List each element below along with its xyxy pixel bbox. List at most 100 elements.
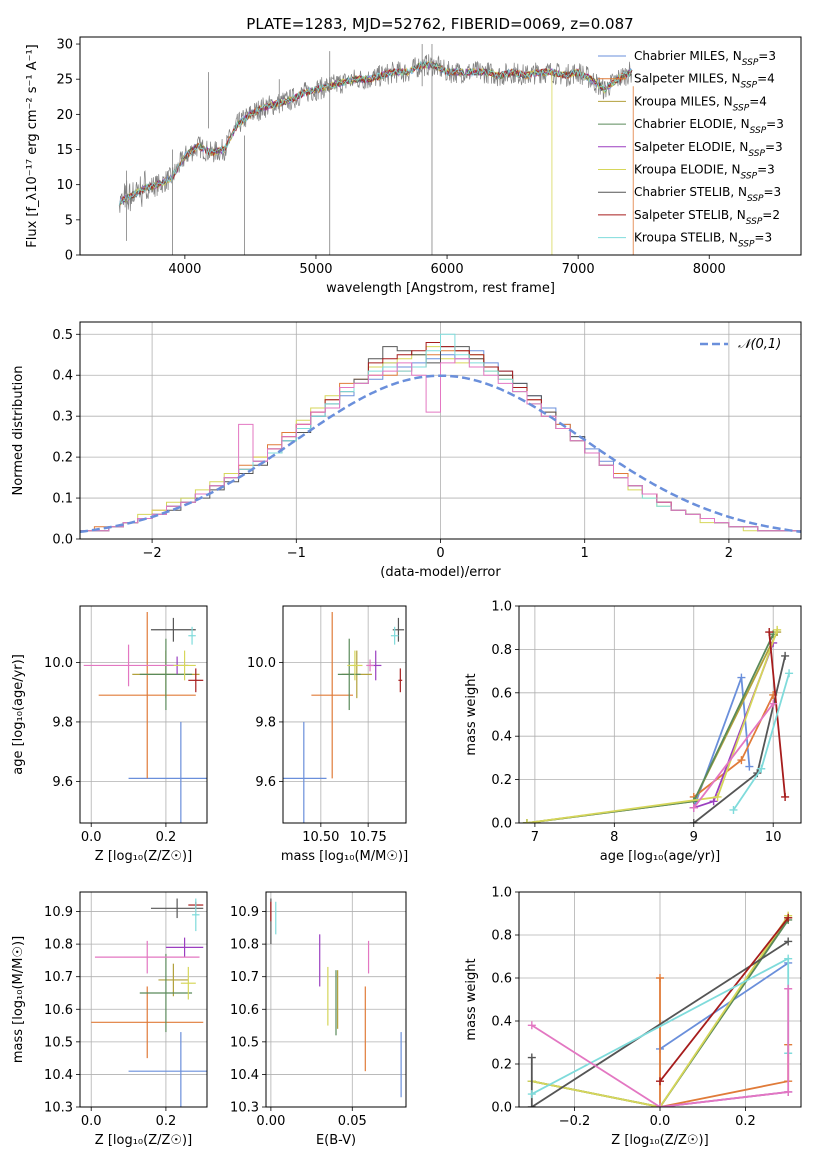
- y-tick-label: 0.5: [52, 328, 73, 343]
- y-tick-label: 0.0: [52, 533, 73, 548]
- plus-marker: [784, 984, 793, 993]
- y-tick-label: 0.6: [491, 972, 512, 987]
- y-tick-label: 9.8: [52, 715, 73, 730]
- y-tick-label: 10.9: [230, 905, 259, 920]
- plus-marker: [527, 1021, 536, 1030]
- plus-marker: [656, 974, 664, 982]
- plus-marker: [737, 756, 746, 765]
- plus-marker: [689, 819, 698, 823]
- y-tick-label: 10.4: [44, 1068, 73, 1083]
- y-tick-label: 0.1: [52, 492, 73, 507]
- plus-marker: [785, 669, 794, 678]
- y-tick-label: 10.4: [230, 1068, 259, 1083]
- x-axis-label: Z [log₁₀(Z/Z☉)]: [611, 1133, 708, 1148]
- x-tick-label: −2: [143, 546, 162, 561]
- y-tick-label: 10.6: [44, 1003, 73, 1018]
- y-axis-label: mass [log₁₀(M/M☉)]: [11, 936, 26, 1063]
- y-tick-label: 0.2: [491, 773, 512, 788]
- axes-frame: [79, 891, 208, 1108]
- plus-marker: [781, 792, 790, 801]
- y-tick-label: 0.4: [52, 369, 73, 384]
- y-axis-label: Normed distribution: [11, 366, 26, 496]
- plot-area: [270, 898, 402, 1098]
- plus-marker: [713, 792, 722, 801]
- plus-marker: [784, 937, 793, 946]
- y-tick-label: 0.2: [491, 1058, 512, 1073]
- plus-marker: [527, 1103, 536, 1107]
- x-tick-label: 0.2: [156, 830, 177, 845]
- y-tick-label: 10.7: [44, 970, 73, 985]
- x-tick-label: −0.2: [559, 1114, 591, 1129]
- y-tick-label: 10.7: [230, 970, 259, 985]
- x-tick-label: −1: [287, 546, 306, 561]
- y-tick-label: 0.4: [491, 1015, 512, 1030]
- panel-residual-histogram: −2 −1 0 1 2 0.0 0.1 0.2 0.3 0.4 0.5 (data-model)/er…: [11, 321, 802, 580]
- mass-weight-line: [693, 703, 774, 809]
- panel-mass-weight-vs-Z: −0.2 0.0 0.2 0.0 0.2 0.4 0.6 0.8 1.0 Z [log₁₀(Z/Z…: [464, 886, 802, 1148]
- plus-marker: [765, 628, 774, 637]
- normal-curve: [80, 374, 801, 534]
- spectrum-model-line: [118, 60, 632, 206]
- y-tick-label: 10.8: [230, 938, 259, 953]
- x-tick-label: 10.50: [302, 830, 339, 845]
- y-tick-label: 10.0: [247, 656, 276, 671]
- mass-weight-line: [659, 917, 789, 1082]
- x-tick-label: 5000: [299, 262, 332, 277]
- plus-marker: [784, 1087, 793, 1096]
- y-tick-label: 1.0: [491, 886, 512, 901]
- plus-marker: [784, 954, 793, 963]
- y-tick-label: 0.0: [491, 1101, 512, 1116]
- x-tick-label: 0.05: [338, 1114, 367, 1129]
- x-tick-label: 7: [531, 830, 539, 845]
- axes-frame: [79, 605, 208, 824]
- plus-marker: [745, 762, 754, 771]
- plot-area: [522, 625, 794, 823]
- y-tick-label: 0.2: [52, 451, 73, 466]
- y-tick-label: 10.5: [230, 1035, 259, 1050]
- plus-marker: [656, 1077, 664, 1086]
- y-tick-label: 10.3: [230, 1101, 259, 1116]
- y-tick-label: 0.8: [491, 643, 512, 658]
- y-axis-label: mass weight: [464, 958, 479, 1040]
- x-axis-label: E(B-V): [316, 1133, 356, 1148]
- x-tick-label: 9: [690, 830, 698, 845]
- x-tick-label: 2: [725, 546, 733, 561]
- panel-mass-vs-Z: 0.0 0.2 10.3 10.4 10.5 10.6 10.7 10.8 10.9 Z [log…: [11, 891, 208, 1148]
- y-tick-label: 20: [56, 108, 73, 123]
- plot-area: [80, 333, 801, 534]
- panel-mass-weight-vs-age: 7 8 9 10 0.0 0.2 0.4 0.6 0.8 1.0 age [log₁₀(age/yr…: [464, 600, 802, 864]
- y-tick-label: 10.3: [44, 1101, 73, 1116]
- axes-frame: [282, 605, 407, 824]
- y-tick-label: 1.0: [491, 600, 512, 615]
- x-tick-label: 0.00: [256, 1114, 285, 1129]
- mass-weight-line: [531, 915, 789, 1107]
- x-axis-label: age [log₁₀(age/yr)]: [600, 849, 721, 864]
- x-axis-label: wavelength [Angstrom, rest frame]: [326, 281, 555, 296]
- x-tick-label: 0.0: [81, 1114, 102, 1129]
- y-tick-label: 25: [56, 73, 73, 88]
- y-axis-label: mass weight: [464, 673, 479, 755]
- axes-frame: [79, 36, 802, 256]
- mass-weight-line: [659, 962, 789, 1050]
- x-tick-label: 0: [436, 546, 444, 561]
- y-tick-label: 10.0: [44, 656, 73, 671]
- y-tick-label: 10: [56, 178, 73, 193]
- y-tick-label: 10.5: [44, 1035, 73, 1050]
- x-tick-label: 8: [610, 830, 618, 845]
- plus-marker: [784, 913, 793, 922]
- axes-frame: [518, 605, 802, 824]
- plus-marker: [656, 1103, 664, 1107]
- x-axis-label: Z [log₁₀(Z/Z☉)]: [95, 1133, 192, 1148]
- x-tick-label: 10.75: [350, 830, 387, 845]
- x-tick-label: 0.2: [156, 1114, 177, 1129]
- plus-marker: [781, 651, 790, 660]
- plus-marker: [737, 673, 746, 682]
- y-tick-label: 0.0: [491, 817, 512, 832]
- x-tick-label: 8000: [693, 262, 726, 277]
- x-tick-label: 6000: [431, 262, 464, 277]
- panel-age-vs-mass: 10.50 10.75 9.6 9.8 10.0 mass [log₁₀(M/M☉)]: [247, 605, 408, 864]
- y-tick-label: 15: [56, 143, 73, 158]
- y-tick-label: 9.6: [52, 775, 73, 790]
- plot-area: [283, 611, 405, 823]
